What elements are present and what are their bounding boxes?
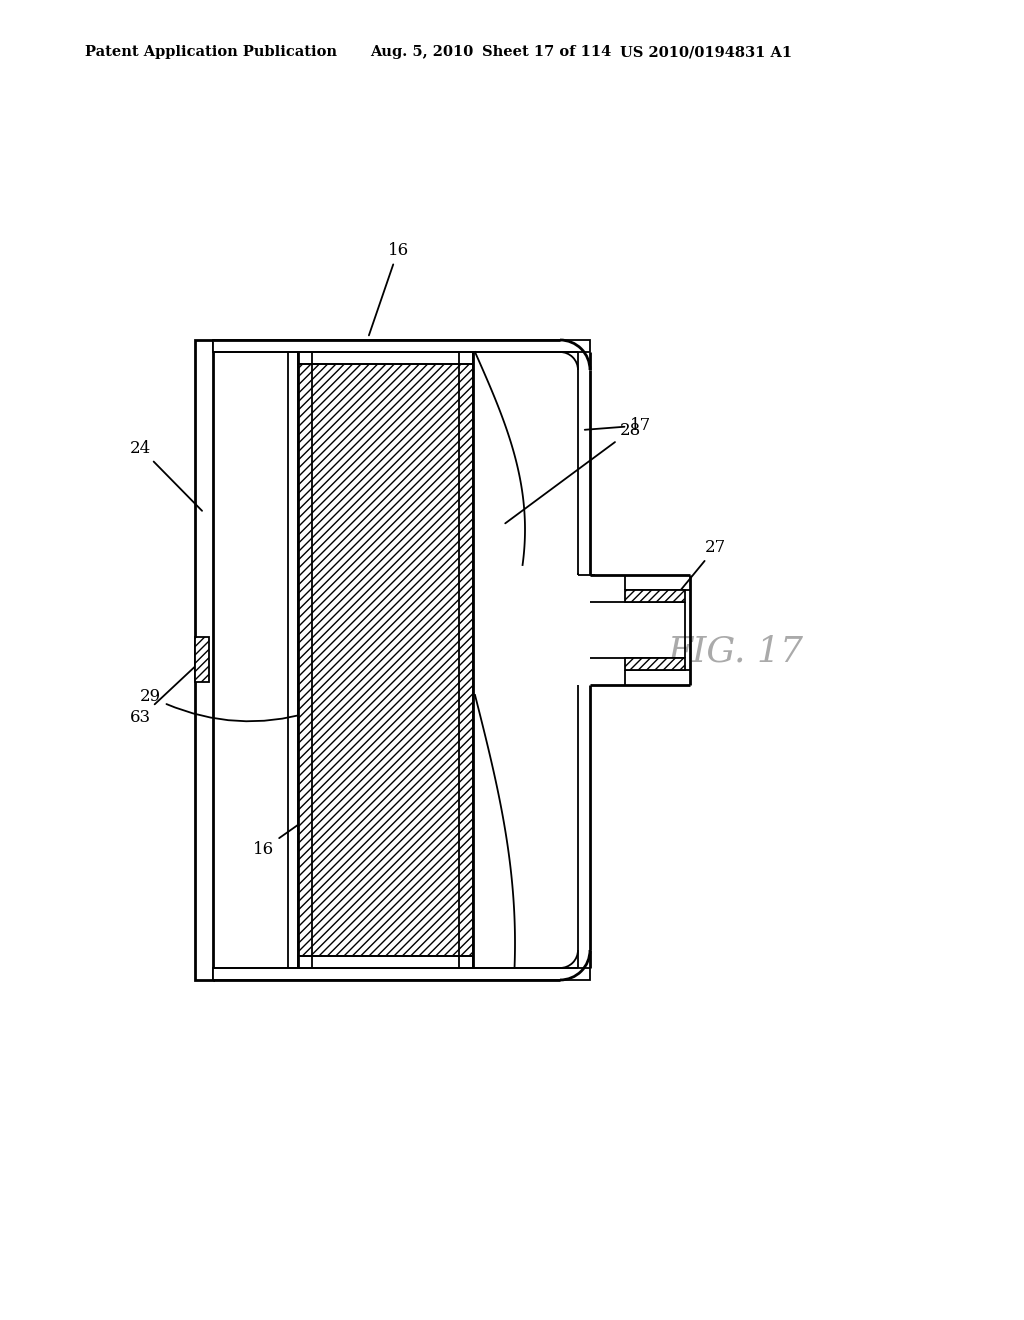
Text: Patent Application Publication: Patent Application Publication: [85, 45, 337, 59]
Bar: [195, 341, 213, 979]
Text: Sheet 17 of 114: Sheet 17 of 114: [482, 45, 611, 59]
Text: 24: 24: [130, 440, 202, 511]
Text: 16: 16: [369, 242, 409, 335]
Text: US 2010/0194831 A1: US 2010/0194831 A1: [620, 45, 793, 59]
Bar: [213, 341, 590, 352]
Text: Aug. 5, 2010: Aug. 5, 2010: [370, 45, 473, 59]
Bar: [298, 352, 473, 968]
Text: 27: 27: [677, 539, 726, 595]
Bar: [213, 968, 590, 979]
Text: 28: 28: [505, 422, 641, 523]
Bar: [625, 590, 685, 602]
Bar: [625, 657, 685, 671]
Text: 16: 16: [253, 816, 310, 858]
Bar: [195, 638, 209, 682]
Text: 29: 29: [140, 688, 309, 721]
Text: 17: 17: [585, 417, 651, 434]
Text: FIG. 17: FIG. 17: [668, 635, 804, 669]
Text: 63: 63: [130, 661, 200, 726]
Bar: [298, 352, 473, 968]
Bar: [298, 352, 473, 364]
Bar: [298, 956, 473, 968]
